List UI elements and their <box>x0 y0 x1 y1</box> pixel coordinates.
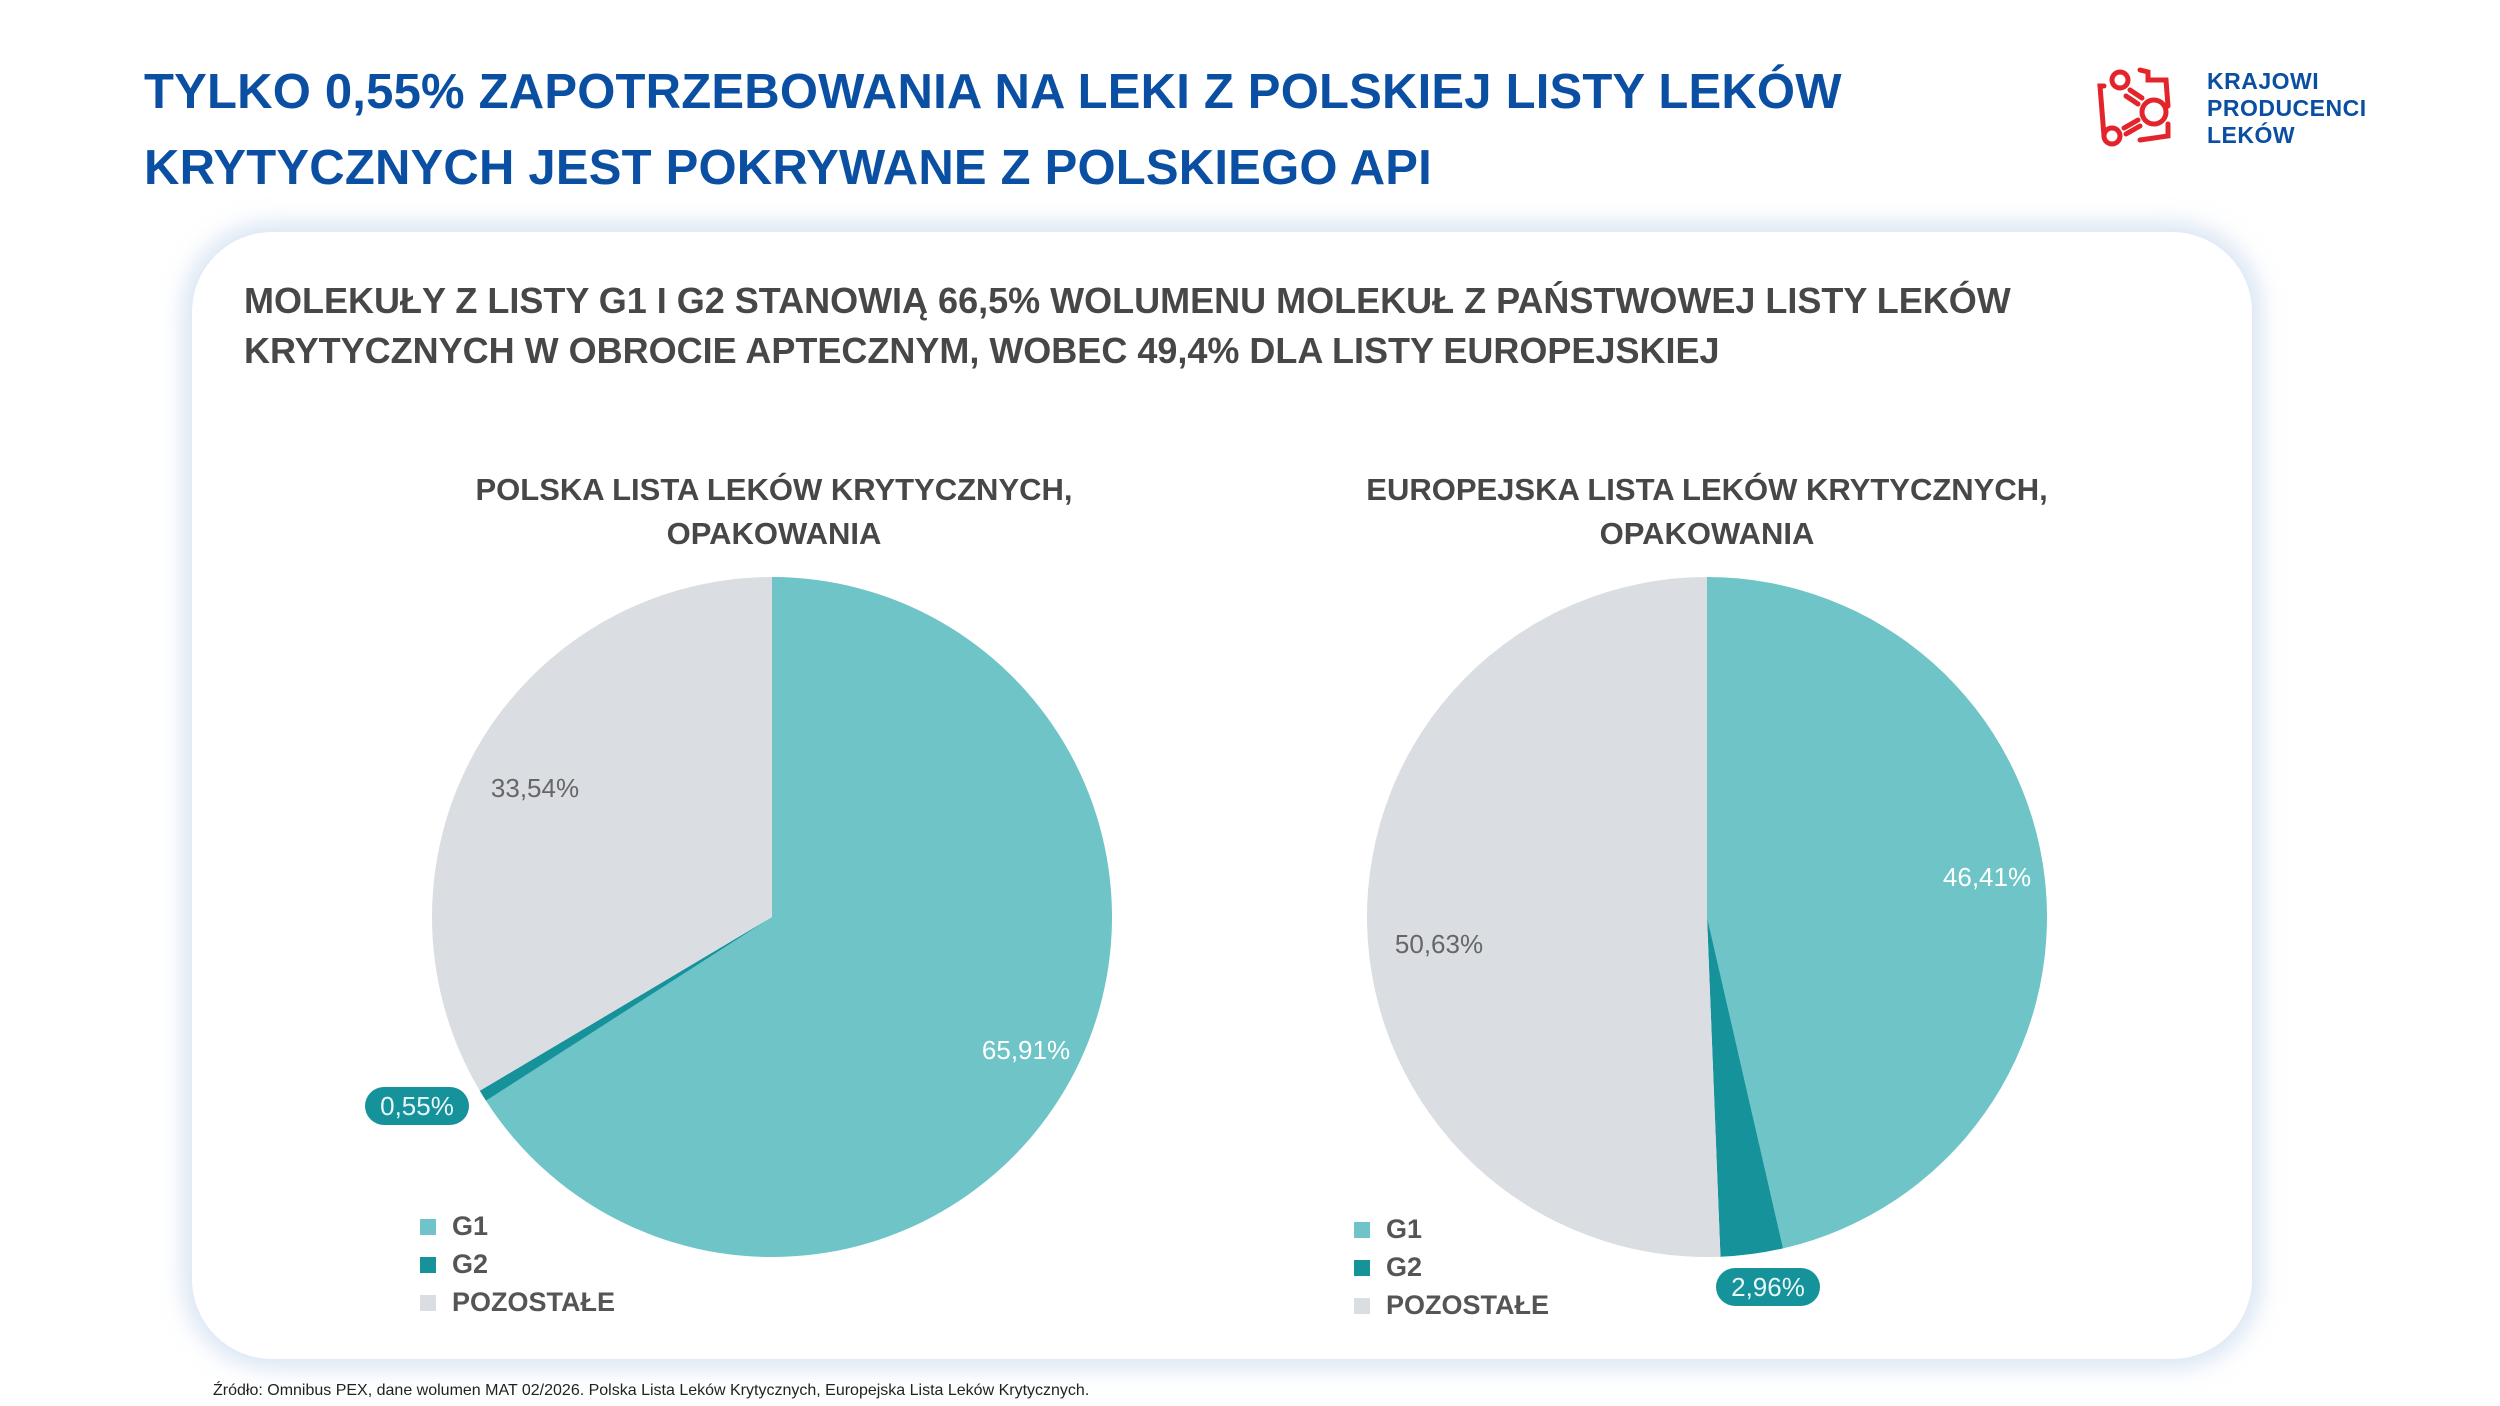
legend-swatch <box>1354 1298 1370 1314</box>
legend-swatch <box>1354 1222 1370 1238</box>
legend-polish: G1 G2 POZOSTAŁE <box>420 1207 615 1321</box>
source-footnote: Źródło: Omnibus PEX, dane wolumen MAT 02… <box>213 1382 1090 1399</box>
card-subtitle: MOLEKUŁY Z LISTY G1 I G2 STANOWIĄ 66,5% … <box>244 280 2011 371</box>
data-label: 50,63% <box>1395 929 1483 959</box>
data-label-badge <box>1716 1268 1820 1306</box>
pie-slice-g1 <box>1707 577 2047 1249</box>
page-title: TYLKO 0,55% ZAPOTRZEBOWANIA NA LEKI Z PO… <box>144 54 1842 206</box>
data-label: 46,41% <box>1943 862 2031 892</box>
legend-swatch <box>420 1295 436 1311</box>
title-line-1: TYLKO 0,55% ZAPOTRZEBOWANIA NA LEKI Z PO… <box>144 65 1842 119</box>
chart-title-european: EUROPEJSKA LISTA LEKÓW KRYTYCZNYCH, OPAK… <box>1366 472 2048 551</box>
data-label: 2,96% <box>1731 1272 1805 1302</box>
pie-slice-g1 <box>485 577 1112 1258</box>
legend-item-g1: G1 <box>1354 1210 1549 1248</box>
data-label: 0,55% <box>380 1091 454 1121</box>
pie-slice-pozostale <box>1366 577 1721 1257</box>
legend-swatch <box>1354 1260 1370 1276</box>
pie-slice-g2 <box>479 917 772 1101</box>
legend-item-pozostale: POZOSTAŁE <box>1354 1286 1549 1324</box>
pie-slice-pozostale <box>432 577 772 1091</box>
pie-slice-g2 <box>1707 917 1784 1257</box>
legend-swatch <box>420 1219 436 1235</box>
logo-text: KRAJOWI PRODUCENCI LEKÓW <box>2207 68 2367 148</box>
legend-item-g2: G2 <box>1354 1248 1549 1286</box>
title-line-2: KRYTYCZNYCH JEST POKRYWANE Z POLSKIEGO A… <box>144 141 1432 195</box>
legend-item-pozostale: POZOSTAŁE <box>420 1283 615 1321</box>
legend-item-g1: G1 <box>420 1207 615 1245</box>
data-label: 65,91% <box>982 1035 1070 1065</box>
logo: KRAJOWI PRODUCENCI LEKÓW <box>2096 66 2396 156</box>
legend-item-g2: G2 <box>420 1245 615 1283</box>
data-label: 33,54% <box>491 773 579 803</box>
data-label-badge <box>365 1087 469 1125</box>
legend-swatch <box>420 1257 436 1273</box>
legend-european: G1 G2 POZOSTAŁE <box>1354 1210 1549 1324</box>
chart-title-polish: POLSKA LISTA LEKÓW KRYTYCZNYCH, OPAKOWAN… <box>475 472 1073 551</box>
logo-icon <box>2097 67 2171 147</box>
